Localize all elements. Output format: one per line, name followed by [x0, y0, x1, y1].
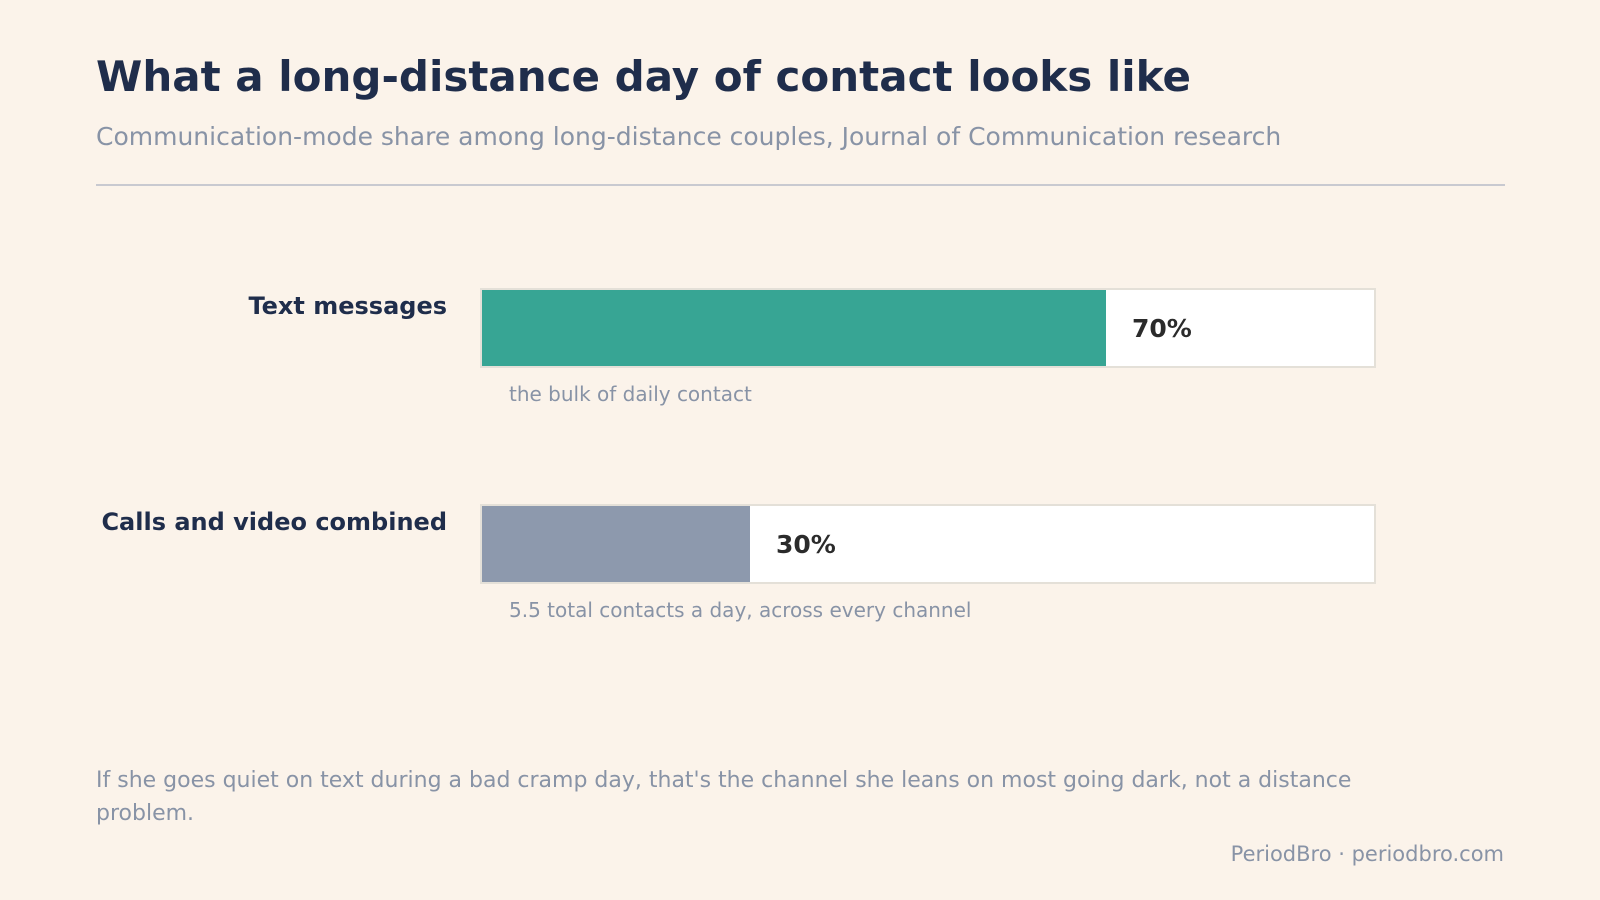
footnote: If she goes quiet on text during a bad c…: [96, 768, 1352, 826]
bar-annotation: 5.5 total contacts a day, across every c…: [509, 598, 972, 622]
bar: [482, 290, 1106, 366]
header-divider: [96, 184, 1505, 186]
bar-track: 70%: [480, 288, 1376, 368]
value-label: 70%: [1132, 313, 1192, 343]
category-label: Calls and video combined: [101, 508, 447, 536]
bar-annotation: the bulk of daily contact: [509, 382, 752, 406]
bar-track: 30%: [480, 504, 1376, 584]
category-label: Text messages: [248, 292, 447, 320]
chart-subtitle: Communication-mode share among long-dist…: [96, 122, 1282, 151]
bar: [482, 506, 750, 582]
chart-title: What a long-distance day of contact look…: [96, 52, 1191, 101]
value-label: 30%: [776, 529, 836, 559]
source-credit: PeriodBro · periodbro.com: [1230, 842, 1504, 866]
